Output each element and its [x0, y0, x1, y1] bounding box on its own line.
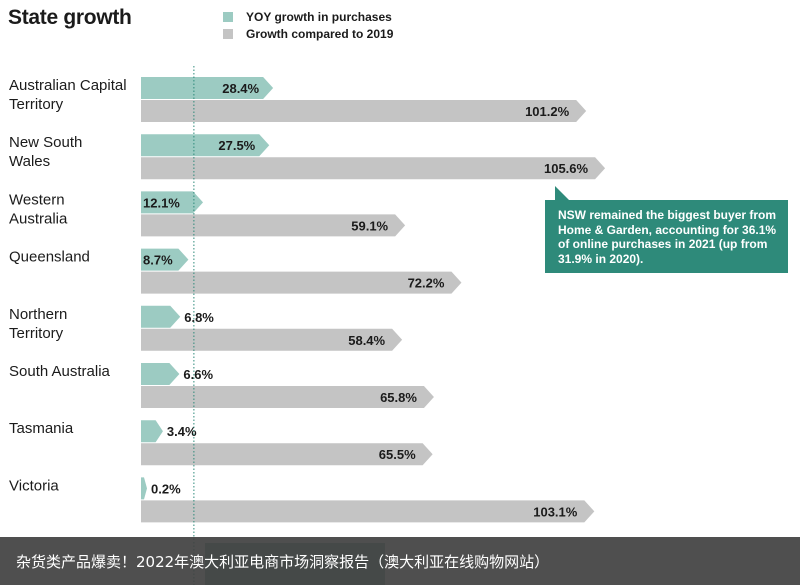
yoy-value-2: 12.1%	[143, 195, 180, 210]
state-label-3-0: Queensland	[9, 249, 90, 266]
g19-bar-3	[141, 271, 462, 294]
yoy-bar-1	[141, 134, 270, 157]
g19-bar-1	[141, 157, 606, 180]
g19-value-0: 101.2%	[525, 104, 570, 119]
g19-bar-4	[141, 328, 403, 351]
g19-bar-0	[141, 100, 587, 122]
legend-label-1: Growth compared to 2019	[246, 27, 394, 41]
yoy-bar-3	[141, 248, 189, 271]
legend-label-0: YOY growth in purchases	[246, 10, 392, 24]
state-label-4-1: Territory	[9, 325, 64, 342]
yoy-value-0: 28.4%	[222, 81, 259, 96]
yoy-bar-7	[141, 477, 147, 500]
legend-swatch-0	[223, 12, 233, 22]
chart-title: State growth	[8, 6, 132, 29]
yoy-value-1: 27.5%	[218, 138, 255, 153]
footer-caption-bar: 杂货类产品爆卖！2022年澳大利亚电商市场洞察报告（澳大利亚在线购物网站）	[0, 537, 800, 585]
yoy-value-7: 0.2%	[151, 481, 181, 496]
bar-group-0: Australian Capital Territory 28.4% 101.2%	[9, 77, 587, 122]
g19-value-5: 65.8%	[380, 390, 417, 405]
bar-group-6: Tasmania 3.4% 65.5%	[9, 420, 433, 466]
bar-group-3: Queensland 8.7% 72.2%	[9, 248, 462, 294]
yoy-bar-4	[141, 305, 181, 328]
bar-group-7: Victoria 0.2% 103.1%	[9, 477, 595, 523]
yoy-value-4: 6.8%	[184, 310, 214, 325]
state-label-2-1: Australia	[9, 210, 68, 227]
state-label-0-1: Territory	[9, 96, 64, 113]
state-label-1-0: New South	[9, 134, 82, 151]
yoy-bar-0	[141, 77, 274, 99]
nsw-callout: NSW remained the biggest buyer from Home…	[545, 186, 788, 273]
legend-swatch-1	[223, 29, 233, 39]
state-label-1-1: Wales	[9, 153, 50, 170]
g19-value-1: 105.6%	[544, 161, 589, 176]
g19-value-6: 65.5%	[379, 447, 416, 462]
g19-bar-6	[141, 443, 433, 466]
state-label-0-0: Australian Capital	[9, 77, 127, 94]
bar-groups: Australian Capital Territory 28.4% 101.2% Ne…	[9, 77, 606, 523]
state-label-6-0: Tasmania	[9, 420, 74, 437]
yoy-value-3: 8.7%	[143, 253, 173, 268]
footer-caption: 杂货类产品爆卖！2022年澳大利亚电商市场洞察报告（澳大利亚在线购物网站）	[16, 553, 550, 571]
g19-value-7: 103.1%	[533, 504, 578, 519]
bar-group-5: South Australia 6.6% 65.8%	[9, 363, 434, 408]
g19-value-2: 59.1%	[351, 218, 388, 233]
g19-bar-5	[141, 386, 434, 408]
yoy-value-5: 6.6%	[183, 367, 213, 382]
yoy-bar-2	[141, 191, 204, 214]
bar-group-4: Northern Territory 6.8% 58.4%	[9, 305, 403, 351]
g19-value-4: 58.4%	[348, 333, 385, 348]
g19-bar-7	[141, 500, 595, 523]
state-label-4-0: Northern	[9, 306, 67, 323]
bar-group-2: Western Australia 12.1% 59.1%	[9, 191, 406, 237]
state-label-7-0: Victoria	[9, 477, 59, 494]
legend: YOY growth in purchases Growth compared t…	[223, 10, 394, 41]
g19-bar-2	[141, 214, 406, 237]
yoy-value-6: 3.4%	[167, 424, 197, 439]
yoy-bar-6	[141, 420, 163, 443]
state-label-2-0: Western	[9, 191, 65, 208]
bar-group-1: New South Wales 27.5% 105.6%	[9, 134, 606, 180]
yoy-bar-5	[141, 363, 180, 385]
g19-value-3: 72.2%	[408, 276, 445, 291]
state-label-5-0: South Australia	[9, 363, 111, 380]
